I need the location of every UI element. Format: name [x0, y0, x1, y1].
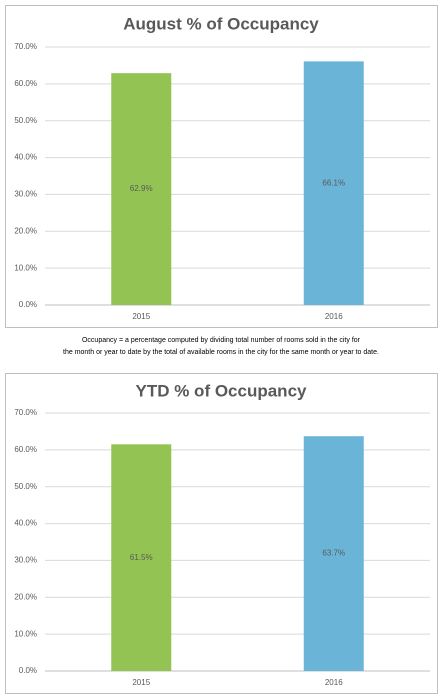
chart-title: YTD % of Occupancy	[136, 381, 308, 400]
note-line: the month or year to date by the total o…	[63, 349, 379, 356]
y-tick-label: 30.0%	[14, 556, 37, 565]
y-tick-label: 30.0%	[14, 190, 37, 199]
y-tick-label: 50.0%	[14, 116, 37, 125]
bar	[303, 436, 364, 671]
y-tick-label: 10.0%	[14, 629, 37, 638]
x-tick-label: 2015	[132, 312, 150, 321]
y-tick-label: 70.0%	[14, 408, 37, 417]
bar	[111, 73, 172, 305]
chart-title: August % of Occupancy	[123, 14, 319, 33]
y-tick-label: 60.0%	[14, 79, 37, 88]
y-tick-label: 40.0%	[14, 519, 37, 528]
chart-frame	[5, 373, 438, 694]
y-tick-label: 50.0%	[14, 482, 37, 491]
y-tick-label: 40.0%	[14, 153, 37, 162]
y-tick-label: 0.0%	[19, 300, 37, 309]
x-tick-label: 2016	[325, 678, 343, 687]
x-tick-label: 2016	[325, 312, 343, 321]
data-label: 61.5%	[130, 553, 153, 562]
y-tick-label: 10.0%	[14, 263, 37, 272]
y-tick-label: 20.0%	[14, 592, 37, 601]
y-tick-label: 20.0%	[14, 226, 37, 235]
data-label: 63.7%	[322, 549, 345, 558]
chart-frame	[5, 5, 438, 328]
y-tick-label: 60.0%	[14, 445, 37, 454]
x-tick-label: 2015	[132, 678, 150, 687]
data-label: 62.9%	[130, 184, 153, 193]
y-tick-label: 70.0%	[14, 42, 37, 51]
note-line: Occupancy = a percentage computed by div…	[82, 337, 361, 344]
bar	[111, 444, 172, 671]
data-label: 66.1%	[322, 178, 345, 187]
bar	[303, 61, 364, 306]
y-tick-label: 0.0%	[19, 666, 37, 675]
